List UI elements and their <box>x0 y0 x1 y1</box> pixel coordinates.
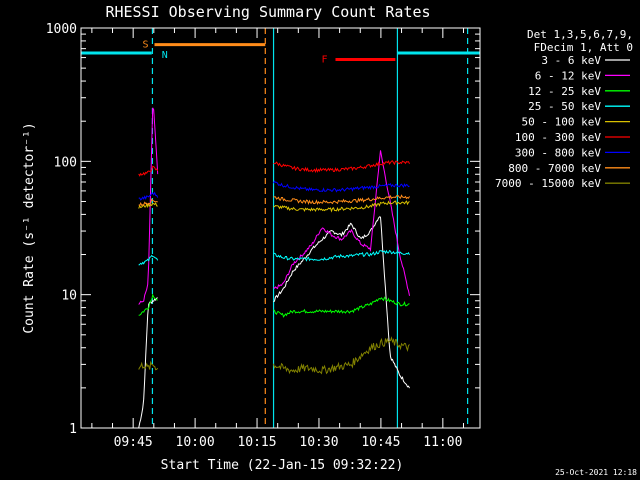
y-tick-label-0: 1 <box>69 422 77 437</box>
legend-label-0: 3 - 6 keV <box>541 54 601 67</box>
series-line-6-0 <box>138 191 159 201</box>
series-line-4-0 <box>138 202 158 209</box>
series-line-2-0 <box>138 293 158 316</box>
y-tick-label-3: 1000 <box>46 22 77 37</box>
y-tick-label-1: 10 <box>61 289 77 304</box>
x-tick-label-5: 11:00 <box>423 435 462 450</box>
axes: 1 10 100 1000 09:45 10:00 10:15 10:30 10:45 11:00 <box>46 22 481 450</box>
x-tick-label-0: 09:45 <box>114 435 153 450</box>
x-axis-label: Start Time (22-Jan-15 09:32:22) <box>161 458 404 473</box>
series-line-0-0 <box>138 297 158 429</box>
flag-label-F: F <box>321 55 327 66</box>
legend-header-1: FDecim 1, Att 0 <box>534 41 633 54</box>
y-axis-label: Count Rate (s⁻¹ detector⁻¹) <box>22 122 37 333</box>
series-line-8-0 <box>138 360 159 371</box>
series-line-0-1 <box>273 216 410 389</box>
series-line-5-0 <box>138 165 159 177</box>
legend-label-2: 12 - 25 keV <box>528 85 601 98</box>
flag-label-N: N <box>162 50 168 61</box>
x-tick-label-2: 10:15 <box>237 435 276 450</box>
series-line-6-1 <box>273 180 410 193</box>
legend-label-1: 6 - 12 keV <box>535 69 602 82</box>
x-tick-label-1: 10:00 <box>176 435 215 450</box>
y-tick-label-2: 100 <box>54 155 77 170</box>
flag-label-S: S <box>142 40 148 51</box>
legend-header-0: Det 1,3,5,6,7,9, <box>527 28 633 41</box>
plot-area: S N F <box>81 28 480 429</box>
series-line-7-0 <box>138 198 158 207</box>
series-line-4-1 <box>273 200 410 213</box>
x-tick-label-4: 10:45 <box>361 435 400 450</box>
series-line-1-0 <box>138 107 159 305</box>
timestamp: 25-Oct-2021 12:18 <box>555 468 637 477</box>
series-line-3-1 <box>273 249 410 262</box>
series-line-2-1 <box>273 296 410 318</box>
legend-label-8: 7000 - 15000 keV <box>495 177 601 190</box>
series-line-1-1 <box>273 150 410 296</box>
legend-label-4: 50 - 100 keV <box>522 116 602 129</box>
legend-label-7: 800 - 7000 keV <box>508 162 601 175</box>
series-line-3-0 <box>138 254 159 266</box>
x-tick-label-3: 10:30 <box>299 435 338 450</box>
series-line-5-1 <box>273 160 410 174</box>
legend-label-5: 100 - 300 keV <box>515 131 601 144</box>
legend-label-6: 300 - 800 keV <box>515 146 601 159</box>
legend-label-3: 25 - 50 keV <box>528 100 601 113</box>
chart-title: RHESSI Observing Summary Count Rates <box>105 3 430 21</box>
legend: Det 1,3,5,6,7,9,FDecim 1, Att 03 - 6 keV… <box>495 28 633 190</box>
series-line-8-1 <box>273 336 410 375</box>
series-line-7-1 <box>273 194 410 205</box>
plot-frame <box>80 27 481 429</box>
